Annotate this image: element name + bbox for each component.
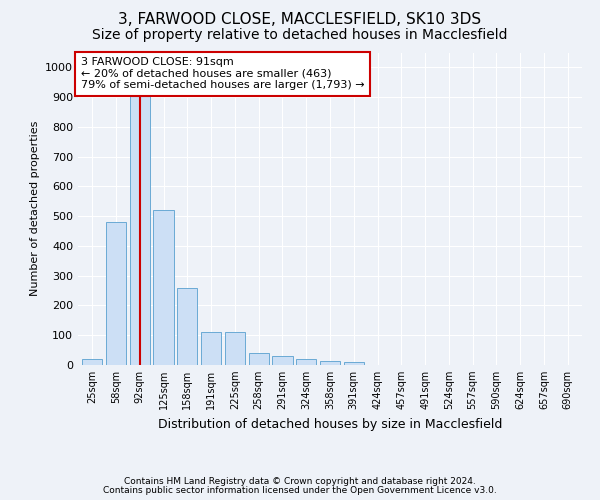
Bar	[201, 332, 221, 365]
Bar	[106, 222, 126, 365]
Text: 3 FARWOOD CLOSE: 91sqm
← 20% of detached houses are smaller (463)
79% of semi-de: 3 FARWOOD CLOSE: 91sqm ← 20% of detached…	[80, 57, 364, 90]
Bar	[177, 288, 197, 365]
Text: Size of property relative to detached houses in Macclesfield: Size of property relative to detached ho…	[92, 28, 508, 42]
Bar	[130, 80, 150, 365]
Bar	[82, 359, 103, 365]
Bar	[272, 356, 293, 365]
Bar	[296, 359, 316, 365]
X-axis label: Distribution of detached houses by size in Macclesfield: Distribution of detached houses by size …	[158, 418, 502, 430]
Bar	[320, 360, 340, 365]
Bar	[225, 332, 245, 365]
Bar	[344, 362, 364, 365]
Text: Contains public sector information licensed under the Open Government Licence v3: Contains public sector information licen…	[103, 486, 497, 495]
Bar	[154, 210, 173, 365]
Bar	[248, 353, 269, 365]
Y-axis label: Number of detached properties: Number of detached properties	[29, 121, 40, 296]
Text: 3, FARWOOD CLOSE, MACCLESFIELD, SK10 3DS: 3, FARWOOD CLOSE, MACCLESFIELD, SK10 3DS	[118, 12, 482, 28]
Text: Contains HM Land Registry data © Crown copyright and database right 2024.: Contains HM Land Registry data © Crown c…	[124, 477, 476, 486]
